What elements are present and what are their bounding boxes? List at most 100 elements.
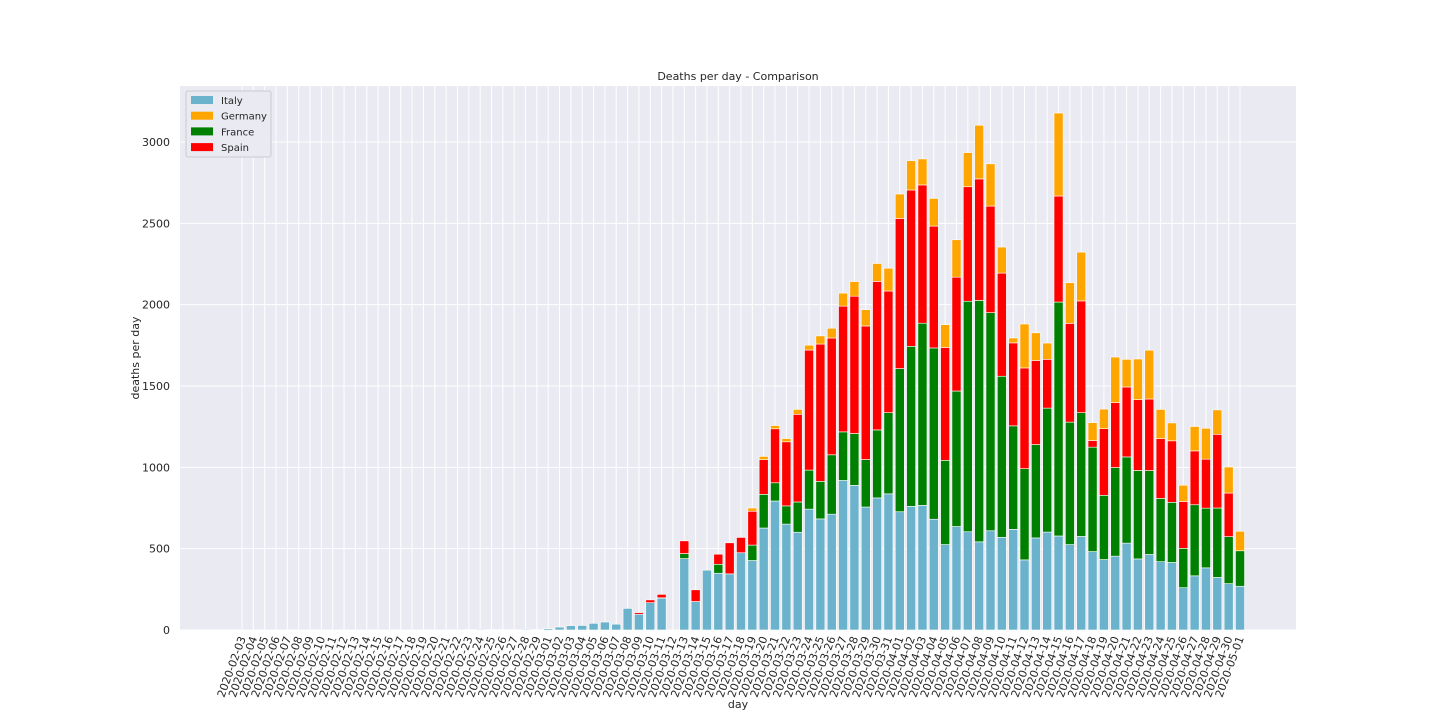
bar-france xyxy=(758,494,769,529)
bar-italy xyxy=(997,536,1007,631)
bar-france xyxy=(997,375,1007,538)
bar-italy xyxy=(770,500,780,631)
bar-italy xyxy=(1121,542,1132,631)
bar-italy xyxy=(758,527,769,631)
bar-germany xyxy=(894,193,905,219)
bar-spain xyxy=(770,428,780,484)
bar-italy xyxy=(566,625,576,631)
bar-italy xyxy=(1133,558,1143,631)
bar-france xyxy=(792,501,803,533)
bar-france xyxy=(770,482,780,502)
bar-italy xyxy=(826,513,837,631)
bar-spain xyxy=(724,542,735,575)
bar-spain xyxy=(1099,428,1109,496)
bars xyxy=(452,112,1245,631)
bar-italy xyxy=(849,485,860,631)
bar-italy xyxy=(577,625,588,631)
bar-spain xyxy=(894,218,905,369)
bar-france xyxy=(894,368,905,513)
bar-spain xyxy=(690,589,701,602)
bar-spain xyxy=(917,184,928,324)
bar-france xyxy=(872,429,882,499)
bar-italy xyxy=(872,497,882,631)
bar-italy xyxy=(645,602,656,631)
bar-italy xyxy=(724,573,735,631)
y-tick-label: 2500 xyxy=(142,217,170,230)
bar-spain xyxy=(1031,360,1041,445)
bar-germany xyxy=(1167,422,1177,442)
bar-italy xyxy=(951,526,962,631)
bar-germany xyxy=(1031,332,1041,361)
bar-france xyxy=(1099,495,1109,560)
bar-italy xyxy=(1076,536,1087,631)
bar-spain xyxy=(736,537,746,554)
bar-spain xyxy=(860,325,871,460)
bar-italy xyxy=(634,613,644,631)
bar-france xyxy=(1212,507,1223,578)
y-tick-label: 0 xyxy=(163,624,170,637)
bar-france xyxy=(1042,407,1053,533)
bar-france xyxy=(679,553,690,559)
y-axis-label: deaths per day xyxy=(129,316,142,399)
bar-spain xyxy=(1008,342,1019,427)
bar-spain xyxy=(1042,359,1053,409)
bar-italy xyxy=(1155,561,1166,631)
bar-germany xyxy=(1053,112,1064,197)
bar-italy xyxy=(792,531,803,631)
bar-france xyxy=(1223,536,1234,584)
bar-france xyxy=(985,312,996,532)
bar-france xyxy=(883,412,894,495)
bar-france xyxy=(1087,446,1098,552)
bar-germany xyxy=(1133,358,1143,400)
bar-spain xyxy=(951,276,962,392)
bar-spain xyxy=(679,540,690,554)
bar-spain xyxy=(997,272,1007,377)
bar-italy xyxy=(962,531,973,631)
bar-france xyxy=(1178,548,1189,589)
bar-germany xyxy=(951,239,962,278)
bar-germany xyxy=(849,281,860,297)
bar-italy xyxy=(1223,583,1234,631)
bar-spain xyxy=(906,189,916,347)
bar-france xyxy=(747,544,758,561)
bar-germany xyxy=(1019,323,1030,369)
bar-germany xyxy=(1212,409,1223,435)
bar-germany xyxy=(770,425,780,430)
bar-spain xyxy=(1076,300,1087,413)
bar-spain xyxy=(883,290,894,413)
bar-germany xyxy=(1042,342,1053,360)
bar-france xyxy=(849,433,860,486)
bar-spain xyxy=(849,295,860,434)
legend-swatch-spain xyxy=(191,143,213,152)
bar-germany xyxy=(872,263,882,282)
bar-germany xyxy=(747,507,758,512)
bar-spain xyxy=(804,349,814,471)
y-axis-ticks: 0 500 1000 1500 2000 2500 3000 xyxy=(142,136,170,637)
legend-swatch-germany xyxy=(191,111,213,120)
bar-germany xyxy=(1076,251,1087,302)
bar-france xyxy=(713,563,724,574)
bar-italy xyxy=(928,518,939,631)
bar-spain xyxy=(1155,438,1166,499)
bar-italy xyxy=(883,493,894,631)
bar-france xyxy=(1065,421,1075,545)
bar-spain xyxy=(713,553,724,565)
bar-spain xyxy=(747,510,758,546)
bar-spain xyxy=(1133,399,1143,471)
bar-germany xyxy=(1201,427,1211,460)
bar-italy xyxy=(747,560,758,631)
bar-italy xyxy=(532,629,542,631)
legend: Italy Germany France Spain xyxy=(185,90,272,158)
bar-spain xyxy=(792,414,803,503)
bar-germany xyxy=(1223,466,1234,494)
bar-italy xyxy=(894,511,905,631)
bar-germany xyxy=(883,267,894,292)
bar-italy xyxy=(1065,544,1075,631)
legend-label-spain: Spain xyxy=(221,143,249,154)
bar-italy xyxy=(838,480,848,631)
bar-germany xyxy=(826,327,837,339)
bar-spain xyxy=(1087,440,1098,448)
bar-spain xyxy=(872,281,882,431)
bar-italy xyxy=(1053,535,1064,631)
